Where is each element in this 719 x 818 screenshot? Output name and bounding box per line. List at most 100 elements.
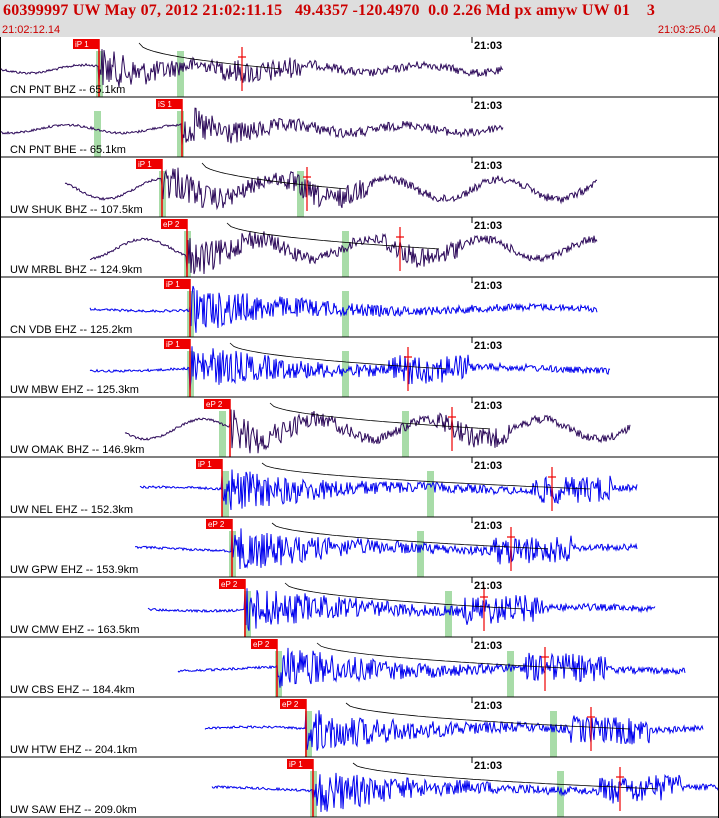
- minute-label: 21:03: [474, 220, 502, 232]
- trace-panel: iP 1 21:03 UW NEL EHZ -- 152.3km: [0, 457, 719, 518]
- pick-band: [275, 651, 282, 697]
- coda-curve: [345, 702, 631, 730]
- pick-label: iP 1: [166, 280, 180, 289]
- pick-box: [206, 519, 232, 529]
- waveform: [147, 588, 656, 631]
- minute-label: 21:03: [474, 280, 502, 292]
- minute-label: 21:03: [474, 640, 502, 652]
- station-label: UW NEL EHZ -- 152.3km: [10, 504, 133, 516]
- pick-box: [136, 159, 162, 169]
- minute-label: 21:03: [474, 40, 502, 52]
- pick-box: [73, 39, 99, 49]
- waveform: [0, 49, 504, 88]
- station-label: UW OMAK BHZ -- 146.9km: [10, 444, 144, 456]
- minute-label: 21:03: [474, 520, 502, 532]
- pick-box: [251, 639, 277, 649]
- end-time: 21:03:25.04: [657, 24, 716, 36]
- station-label: UW SAW EHZ -- 209.0km: [10, 804, 137, 816]
- station-label: UW MRBL BHZ -- 124.9km: [10, 264, 142, 276]
- coda-curve: [352, 762, 658, 790]
- seismogram-plot: iP 1 21:03 CN PNT BHZ -- 65.1km iS 1 21:03 CN…: [0, 37, 719, 818]
- station-label: UW SHUK BHZ -- 107.5km: [10, 204, 143, 216]
- pick-label: iP 1: [198, 460, 212, 469]
- trace-panel: eP 2 21:03 UW OMAK BHZ -- 146.9km: [0, 397, 719, 458]
- trace-panel: eP 2 21:03 UW MRBL BHZ -- 124.9km: [0, 217, 719, 278]
- pick-box: [156, 99, 182, 109]
- station-label: UW CMW EHZ -- 163.5km: [10, 624, 140, 636]
- coda-curve: [226, 222, 440, 250]
- minute-label: 21:03: [474, 160, 502, 172]
- minute-label: 21:03: [474, 580, 502, 592]
- waveform: [0, 107, 504, 146]
- station-label: UW CBS EHZ -- 184.4km: [10, 684, 135, 696]
- pick-label: iP 1: [166, 340, 180, 349]
- pick-band: [417, 531, 424, 577]
- waveform: [89, 285, 598, 333]
- minute-label: 21:03: [474, 100, 502, 112]
- pick-box: [196, 459, 222, 469]
- waveform: [64, 167, 598, 211]
- minute-label: 21:03: [474, 760, 502, 772]
- pick-band: [507, 651, 514, 697]
- pick-band: [427, 471, 434, 517]
- trace-panel: iP 1 21:03 CN PNT BHZ -- 65.1km: [0, 37, 719, 98]
- pick-box: [164, 339, 190, 349]
- trace-panel: iP 1 21:03 UW MBW EHZ -- 125.3km: [0, 337, 719, 398]
- pick-band: [445, 591, 452, 637]
- trace-panel: iP 1 21:03 UW SAW EHZ -- 209.0km: [0, 757, 719, 818]
- minute-label: 21:03: [474, 700, 502, 712]
- pick-label: eP 2: [253, 640, 270, 649]
- trace-panel: eP 2 21:03 UW CBS EHZ -- 184.4km: [0, 637, 719, 698]
- pick-band: [177, 111, 184, 157]
- waveform: [89, 346, 611, 392]
- coda-curve: [229, 342, 447, 370]
- coda-curve: [269, 402, 491, 430]
- pick-band: [557, 771, 564, 817]
- waveform: [134, 528, 638, 570]
- pick-box: [219, 579, 245, 589]
- waveform: [139, 469, 638, 511]
- pick-label: eP 2: [221, 580, 238, 589]
- pick-band: [177, 51, 184, 97]
- coda-curve: [201, 162, 347, 190]
- pick-band: [342, 351, 349, 397]
- pick-box: [164, 279, 190, 289]
- pick-band: [94, 111, 101, 157]
- pick-label: eP 2: [163, 220, 180, 229]
- pick-box: [280, 699, 306, 709]
- coda-curve: [261, 462, 591, 490]
- station-label: UW HTW EHZ -- 204.1km: [10, 744, 137, 756]
- pick-box: [287, 759, 313, 769]
- station-label: CN PNT BHE -- 65.1km: [10, 144, 126, 156]
- station-label: UW MBW EHZ -- 125.3km: [10, 384, 139, 396]
- pick-band: [342, 231, 349, 277]
- trace-panel: iS 1 21:03 CN PNT BHE -- 65.1km: [0, 97, 719, 158]
- trace-panel: eP 2 21:03 UW HTW EHZ -- 204.1km: [0, 697, 719, 758]
- coda-curve: [138, 42, 280, 70]
- pick-label: eP 2: [206, 400, 223, 409]
- station-label: UW GPW EHZ -- 153.9km: [10, 564, 138, 576]
- pick-box: [204, 399, 230, 409]
- pick-box: [161, 219, 187, 229]
- header-bar: 60399997 UW May 07, 2012 21:02:11.15 49.…: [0, 0, 719, 37]
- pick-label: iP 1: [138, 160, 152, 169]
- coda-curve: [284, 582, 522, 610]
- start-time: 21:02:12.14: [2, 24, 61, 36]
- minute-label: 21:03: [474, 400, 502, 412]
- pick-label: eP 2: [208, 520, 225, 529]
- station-label: CN PNT BHZ -- 65.1km: [10, 84, 125, 96]
- waveform: [124, 409, 631, 454]
- pick-label: iS 1: [158, 100, 172, 109]
- pick-band: [219, 411, 226, 457]
- event-title: 60399997 UW May 07, 2012 21:02:11.15 49.…: [3, 2, 656, 19]
- coda-curve: [316, 642, 586, 670]
- trace-panel: eP 2 21:03 UW CMW EHZ -- 163.5km: [0, 577, 719, 638]
- trace-panel: iP 1 21:03 UW SHUK BHZ -- 107.5km: [0, 157, 719, 218]
- minute-label: 21:03: [474, 460, 502, 472]
- pick-label: eP 2: [282, 700, 299, 709]
- pick-label: iP 1: [75, 40, 89, 49]
- coda-curve: [271, 522, 549, 550]
- waveform: [89, 231, 598, 275]
- pick-label: iP 1: [289, 760, 303, 769]
- pick-band: [402, 411, 409, 457]
